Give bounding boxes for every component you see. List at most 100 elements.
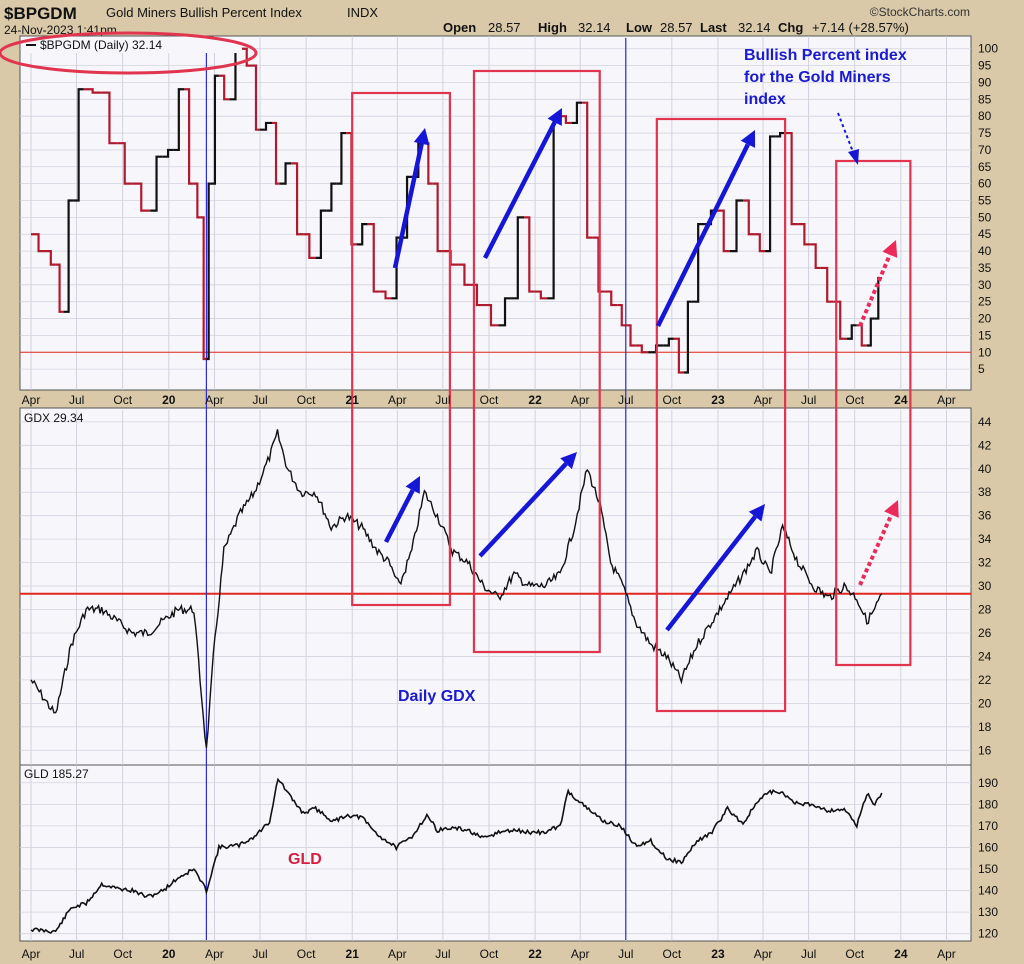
projection-arrow [858, 253, 892, 327]
x-tick-label: Jul [435, 947, 450, 961]
overlay-layer [351, 69, 912, 713]
bpi-line-segment [117, 142, 133, 185]
bpi-line-segment [560, 115, 572, 125]
x-tick-label: Jul [801, 947, 816, 961]
highlight-box [835, 159, 912, 667]
y-tick-label: 160 [978, 840, 998, 854]
y-tick-label: 18 [978, 720, 992, 734]
x-tick-label: 22 [528, 393, 542, 407]
x-tick-label: 20 [162, 947, 176, 961]
y-tick-label: 34 [978, 532, 992, 546]
bpi-line-segment [498, 297, 512, 327]
bpi-line-segment [101, 91, 118, 145]
last-value: 32.14 [738, 20, 771, 35]
gdx-legend: GDX 29.34 [24, 411, 84, 425]
bpi-note-line-1: Bullish Percent index [744, 47, 907, 64]
x-tick-label: Oct [845, 393, 864, 407]
bpi-line-segment [458, 263, 471, 286]
x-tick-label: Jul [435, 393, 450, 407]
bpi-line-segment [251, 64, 261, 131]
x-tick-label: Apr [754, 393, 773, 407]
bpi-line-segment [663, 337, 674, 347]
y-tick-label: 16 [978, 743, 992, 757]
bpi-legend: $BPGDM (Daily) 32.14 [40, 38, 162, 52]
open-value: 28.57 [488, 20, 521, 35]
bpi-line-segment [511, 216, 525, 300]
bpi-line-segment [73, 88, 84, 202]
bpi-line-segment [162, 148, 174, 158]
x-tick-label: Apr [22, 947, 41, 961]
gld-line [30, 777, 883, 934]
gld-legend: GLD 185.27 [24, 767, 89, 781]
bpi-line-segment [775, 131, 786, 138]
x-tick-label: Apr [571, 393, 590, 407]
y-tick-label: 180 [978, 797, 998, 811]
highlight-box [655, 117, 787, 713]
trend-arrow-head [405, 476, 420, 494]
y-tick-label: 5 [978, 362, 985, 376]
highlight-box [472, 69, 601, 654]
x-tick-label: Apr [754, 947, 773, 961]
brand-label: ©StockCharts.com [870, 5, 970, 19]
bpi-line-segment [303, 233, 316, 259]
bpi-line-segment [200, 216, 207, 361]
y-tick-label: 65 [978, 160, 992, 174]
gdx-panel [19, 407, 972, 766]
last-label: Last [700, 20, 727, 35]
x-tick-label: Apr [937, 393, 956, 407]
bpi-line-segment [31, 233, 47, 253]
y-tick-label: 22 [978, 673, 992, 687]
pointer-arrow-head [848, 149, 859, 165]
x-tick-label: Apr [571, 947, 590, 961]
chart-exchange: INDX [347, 5, 378, 20]
y-tick-label: 20 [978, 696, 992, 710]
x-tick-label: Apr [937, 947, 956, 961]
y-tick-label: 28 [978, 603, 992, 617]
bpi-line-segment [241, 47, 252, 67]
bpi-line-segment [55, 263, 64, 313]
x-tick-label: Apr [388, 947, 407, 961]
bpi-line-segment [206, 182, 211, 361]
trend-arrow [665, 515, 757, 632]
trend-arrow-head [748, 504, 765, 522]
x-tick-label: 20 [162, 393, 176, 407]
x-tick-label: 21 [346, 947, 360, 961]
bpi-line-segment [432, 182, 443, 253]
bpi-line-segment [315, 209, 327, 259]
trend-arrow-head [560, 452, 577, 470]
bpi-line-segment [150, 155, 163, 212]
bpi-line-segment [820, 266, 834, 303]
y-tick-label: 90 [978, 75, 992, 89]
y-tick-label: 60 [978, 177, 992, 191]
y-tick-label: 80 [978, 109, 992, 123]
trend-arrow [392, 143, 424, 269]
open-label: Open [443, 20, 476, 35]
y-tick-label: 50 [978, 210, 992, 224]
trend-arrow-head [413, 128, 430, 146]
bpi-line-segment [846, 324, 857, 340]
highlight-box [351, 91, 452, 607]
y-tick-label: 150 [978, 862, 998, 876]
high-label: High [538, 20, 567, 35]
y-tick-label: 190 [978, 776, 998, 790]
bpi-line-segment [46, 249, 56, 266]
chg-value: +7.14 (+28.57%) [812, 20, 909, 35]
bpi-note-line-3: index [744, 91, 786, 108]
x-tick-label: Oct [845, 947, 864, 961]
y-tick-label: 140 [978, 884, 998, 898]
x-tick-label: Oct [480, 393, 499, 407]
x-tick-label: Jul [252, 947, 267, 961]
y-tick-label: 26 [978, 626, 992, 640]
x-tick-label: Oct [480, 947, 499, 961]
y-tick-label: 42 [978, 438, 992, 452]
bpi-line-segment [604, 290, 618, 307]
bpi-line-segment [691, 223, 705, 303]
bpi-line-segment [617, 303, 626, 327]
bpi-panel [19, 35, 972, 391]
y-tick-label: 44 [978, 415, 992, 429]
bpi-line-segment [866, 317, 875, 347]
bpi-line-segment [729, 199, 744, 253]
trend-arrow [478, 462, 568, 558]
bpi-line-segment [63, 199, 74, 313]
y-tick-label: 170 [978, 819, 998, 833]
